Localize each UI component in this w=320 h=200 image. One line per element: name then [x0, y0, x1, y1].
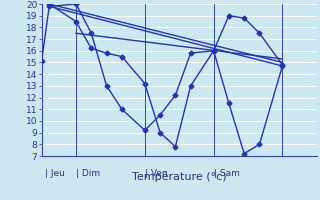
Text: | Jeu: | Jeu: [45, 168, 65, 178]
Text: | Ven: | Ven: [145, 168, 167, 178]
Text: | Sam: | Sam: [214, 168, 239, 178]
X-axis label: Température (°c): Température (°c): [132, 171, 227, 182]
Text: | Dim: | Dim: [76, 168, 100, 178]
